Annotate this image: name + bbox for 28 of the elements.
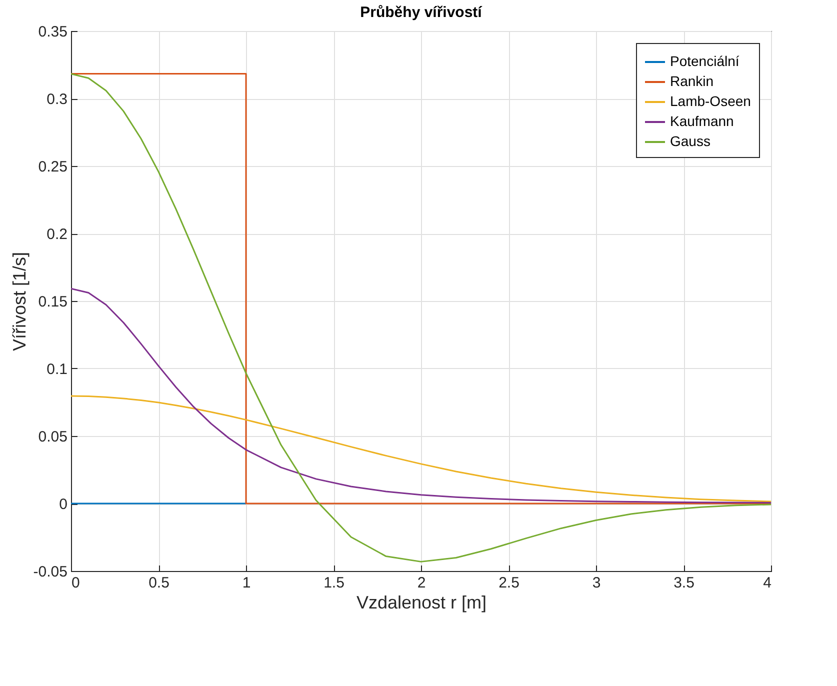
chart-title: Průběhy vířivostí bbox=[360, 4, 483, 21]
y-tick-label: 0.15 bbox=[38, 294, 68, 310]
x-tick-label: 0 bbox=[72, 574, 80, 592]
legend-label: Gauss bbox=[670, 133, 710, 149]
x-tick-label: 1 bbox=[242, 574, 251, 592]
legend-label: Kaufmann bbox=[670, 113, 734, 129]
x-tick-label: 3.5 bbox=[674, 574, 694, 592]
x-tick-label: 3 bbox=[592, 574, 601, 592]
y-tick-label: -0.05 bbox=[33, 564, 68, 580]
line-series bbox=[71, 288, 771, 504]
y-tick-label: 0.35 bbox=[38, 24, 68, 40]
y-tick-label: 0.25 bbox=[38, 158, 68, 176]
y-tick-label: 0.2 bbox=[46, 226, 68, 243]
y-axis-title: Vířivost [1/s] bbox=[9, 252, 30, 352]
x-tick-label: 1.5 bbox=[324, 574, 344, 592]
x-tick-label: 2 bbox=[417, 574, 426, 592]
x-tick-label: 4 bbox=[763, 574, 772, 592]
line-series bbox=[71, 395, 771, 502]
y-tick-label: 0.3 bbox=[46, 91, 68, 108]
x-tick-label: 0.5 bbox=[148, 574, 170, 592]
x-axis-title: Vzdalenost r [m] bbox=[356, 592, 487, 612]
legend-label: Rankin bbox=[670, 73, 714, 89]
legend-label: Potenciální bbox=[670, 53, 740, 69]
y-tick-label: 0 bbox=[59, 496, 68, 513]
legend-label: Lamb-Oseen bbox=[670, 93, 751, 109]
y-tick-label: 0.1 bbox=[46, 361, 68, 378]
x-tick-label: 2.5 bbox=[498, 574, 520, 592]
y-tick-label: 0.05 bbox=[38, 428, 68, 446]
